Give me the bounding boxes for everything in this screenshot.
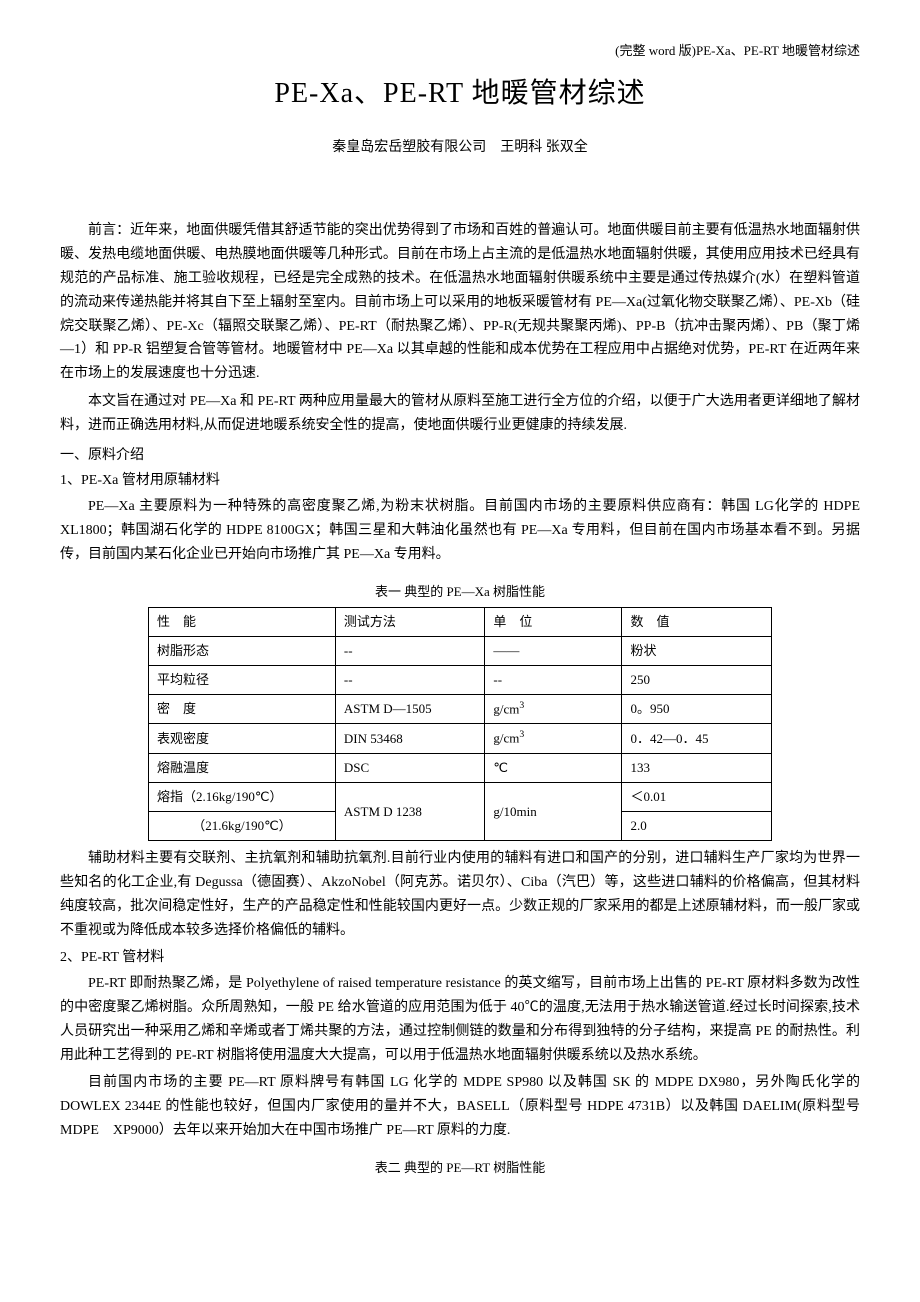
table-cell: 2.0	[622, 812, 772, 841]
table-cell: 粉状	[622, 636, 772, 665]
table-row: 性 能 测试方法 单 位 数 值	[149, 607, 772, 636]
table-cell: 熔指（2.16kg/190℃）	[149, 782, 336, 811]
table-cell: ——	[485, 636, 622, 665]
table-cell: 133	[622, 753, 772, 782]
preface-para-1: 前言：近年来，地面供暖凭借其舒适节能的突出优势得到了市场和百姓的普遍认可。地面供…	[60, 219, 860, 386]
table-row: 熔融温度 DSC ℃ 133	[149, 753, 772, 782]
table-1: 性 能 测试方法 单 位 数 值 树脂形态 -- —— 粉状 平均粒径 -- -…	[148, 607, 772, 841]
table-cell: 0．42—0．45	[622, 724, 772, 753]
section-1-sub-1-heading: 1、PE-Xa 管材用原辅材料	[60, 469, 860, 493]
section-1-sub-1-para-1: PE—Xa 主要原料为一种特殊的高密度聚乙烯,为粉末状树脂。目前国内市场的主要原…	[60, 495, 860, 566]
table-cell: ASTM D 1238	[335, 782, 485, 840]
table-cell: --	[335, 636, 485, 665]
table-cell: ℃	[485, 753, 622, 782]
table-cell: g/cm3	[485, 724, 622, 753]
table-cell: 熔融温度	[149, 753, 336, 782]
table-header-cell: 测试方法	[335, 607, 485, 636]
section-1-sub-2-para-1: PE-RT 即耐热聚乙烯，是 Polyethylene of raised te…	[60, 972, 860, 1067]
table-header-cell: 性 能	[149, 607, 336, 636]
table-cell: DSC	[335, 753, 485, 782]
table-cell: --	[335, 665, 485, 694]
table-cell: 平均粒径	[149, 665, 336, 694]
table-cell: g/10min	[485, 782, 622, 840]
section-1-sub-2-heading: 2、PE-RT 管材料	[60, 946, 860, 970]
page-title: PE-Xa、PE-RT 地暖管材综述	[60, 70, 860, 118]
table-cell: 0。950	[622, 695, 772, 724]
table-cell: 表观密度	[149, 724, 336, 753]
preface-para-2: 本文旨在通过对 PE—Xa 和 PE-RT 两种应用量最大的管材从原料至施工进行…	[60, 390, 860, 438]
table-row: 密 度 ASTM D—1505 g/cm3 0。950	[149, 695, 772, 724]
table-cell: ASTM D—1505	[335, 695, 485, 724]
table-header-cell: 数 值	[622, 607, 772, 636]
table-1-caption: 表一 典型的 PE—Xa 树脂性能	[60, 581, 860, 603]
table-cell: 密 度	[149, 695, 336, 724]
table-cell: （21.6kg/190℃）	[149, 812, 336, 841]
section-1-sub-1-para-2: 辅助材料主要有交联剂、主抗氧剂和辅助抗氧剂.目前行业内使用的辅料有进口和国产的分…	[60, 847, 860, 942]
preface-text-1: 近年来，地面供暖凭借其舒适节能的突出优势得到了市场和百姓的普遍认可。地面供暖目前…	[60, 223, 860, 381]
table-cell: --	[485, 665, 622, 694]
preface-label: 前言：	[88, 223, 130, 238]
table-row: 树脂形态 -- —— 粉状	[149, 636, 772, 665]
table-row: 熔指（2.16kg/190℃） ASTM D 1238 g/10min ＜0.0…	[149, 782, 772, 811]
table-2-caption: 表二 典型的 PE—RT 树脂性能	[60, 1157, 860, 1179]
table-cell: DIN 53468	[335, 724, 485, 753]
table-cell: 树脂形态	[149, 636, 336, 665]
table-header-cell: 单 位	[485, 607, 622, 636]
section-1-sub-2-para-2: 目前国内市场的主要 PE—RT 原料牌号有韩国 LG 化学的 MDPE SP98…	[60, 1071, 860, 1142]
table-cell: 250	[622, 665, 772, 694]
table-cell: g/cm3	[485, 695, 622, 724]
table-row: 表观密度 DIN 53468 g/cm3 0．42—0．45	[149, 724, 772, 753]
author-line: 秦皇岛宏岳塑胶有限公司 王明科 张双全	[60, 136, 860, 160]
table-cell: ＜0.01	[622, 782, 772, 811]
table-row: 平均粒径 -- -- 250	[149, 665, 772, 694]
header-note: (完整 word 版)PE-Xa、PE-RT 地暖管材综述	[60, 40, 860, 62]
section-1-heading: 一、原料介绍	[60, 444, 860, 468]
